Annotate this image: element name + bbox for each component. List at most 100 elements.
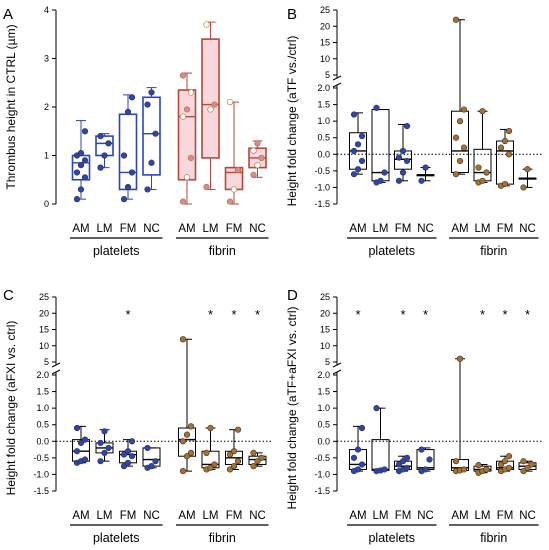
y-tick-label: 1.5 xyxy=(36,387,49,397)
data-point xyxy=(520,184,527,191)
x-tick-label: AM xyxy=(178,223,195,235)
data-point xyxy=(179,198,187,205)
box-platelets-FM xyxy=(119,438,137,470)
data-point xyxy=(250,463,257,470)
data-point xyxy=(520,458,527,465)
data-point xyxy=(254,140,261,147)
data-point xyxy=(354,466,362,473)
data-point xyxy=(148,463,155,470)
data-point xyxy=(354,446,362,453)
x-tick-label: FM xyxy=(497,510,514,522)
data-point xyxy=(479,108,486,115)
data-point xyxy=(77,149,85,157)
data-point xyxy=(203,21,210,28)
group-label: fibrin xyxy=(209,531,236,545)
data-point xyxy=(422,466,429,473)
data-point xyxy=(524,166,531,173)
data-point xyxy=(460,106,468,113)
data-point xyxy=(505,453,513,460)
box-platelets-LM xyxy=(95,428,114,465)
data-point xyxy=(81,174,89,181)
data-point xyxy=(187,449,195,456)
box-fibrin-FM xyxy=(225,426,243,473)
data-point xyxy=(350,111,358,118)
data-point xyxy=(505,127,513,135)
data-point xyxy=(152,130,159,137)
significance-star: * xyxy=(255,307,260,322)
data-point xyxy=(207,106,214,113)
data-point xyxy=(350,147,358,155)
data-point xyxy=(234,458,242,465)
data-point xyxy=(81,436,89,443)
box-fibrin-NC xyxy=(248,140,267,178)
data-point xyxy=(226,466,234,473)
data-point xyxy=(73,448,81,455)
data-point xyxy=(358,461,366,468)
data-point xyxy=(452,134,460,141)
y-tick-label: 5 xyxy=(44,357,49,367)
data-point xyxy=(452,16,460,23)
x-tick-label: NC xyxy=(417,223,434,235)
data-point xyxy=(187,423,195,430)
data-point xyxy=(456,355,464,362)
data-point xyxy=(254,458,261,465)
data-point xyxy=(97,164,104,171)
data-point xyxy=(497,144,505,151)
data-point xyxy=(73,169,81,176)
data-point xyxy=(128,438,136,445)
data-point xyxy=(460,466,468,473)
y-tick-label: 10 xyxy=(320,54,330,64)
y-tick-label: 2.0 xyxy=(317,370,330,380)
y-axis-label: Height fold change (aFXI vs. ctrl) xyxy=(4,321,18,496)
y-axis-label: Height fold change (aTF+aFXI vs. ctrl) xyxy=(285,306,299,509)
y-tick-label: -1.5 xyxy=(314,199,330,209)
box-platelets-NC xyxy=(416,164,435,184)
data-point xyxy=(418,177,425,184)
y-tick-label: 5 xyxy=(325,70,330,80)
x-tick-label: NC xyxy=(249,223,266,235)
data-point xyxy=(403,464,411,471)
data-point xyxy=(395,461,403,468)
y-tick-label: -1.0 xyxy=(314,469,330,479)
y-tick-label: 0.5 xyxy=(36,420,49,430)
box-platelets-FM xyxy=(118,94,138,203)
data-point xyxy=(354,141,362,148)
data-point xyxy=(403,157,411,165)
data-point xyxy=(144,444,151,452)
data-point xyxy=(183,453,191,460)
box-iqr xyxy=(371,439,390,471)
box-platelets-NC xyxy=(142,444,161,471)
data-point xyxy=(524,464,531,471)
data-point xyxy=(226,451,234,458)
panel-C: C Height fold change (aFXI vs. ctrl) 25 20 1… xyxy=(3,287,272,545)
data-point xyxy=(179,468,187,475)
data-point xyxy=(403,454,411,461)
data-point xyxy=(183,174,191,181)
significance-star: * xyxy=(423,307,428,322)
x-tick-label: LM xyxy=(475,223,491,235)
y-tick-label: 1.0 xyxy=(36,403,49,413)
x-tick-label: LM xyxy=(97,223,113,235)
x-tick-label: LM xyxy=(203,510,219,522)
data-point xyxy=(528,461,535,468)
data-point xyxy=(258,154,265,162)
axis-break-mark xyxy=(51,369,61,375)
y-tick-label: 1.0 xyxy=(317,403,330,413)
data-point xyxy=(101,428,108,435)
y-tick-label: 20 xyxy=(320,308,330,318)
data-point xyxy=(187,154,195,162)
x-tick-label: AM xyxy=(72,223,89,235)
data-point xyxy=(187,89,195,96)
data-point xyxy=(497,461,505,468)
x-tick-label: NC xyxy=(249,510,266,522)
data-point xyxy=(144,101,151,108)
x-tick-label: NC xyxy=(417,510,434,522)
box-platelets-AM xyxy=(349,111,367,178)
axis-break-mark xyxy=(332,369,342,375)
x-tick-label: FM xyxy=(120,510,137,522)
group-label: platelets xyxy=(93,531,140,545)
y-tick-label: 0.0 xyxy=(317,149,330,159)
y-tick-label: 2.0 xyxy=(36,370,49,380)
data-point xyxy=(452,171,460,178)
significance-star: * xyxy=(480,307,485,322)
